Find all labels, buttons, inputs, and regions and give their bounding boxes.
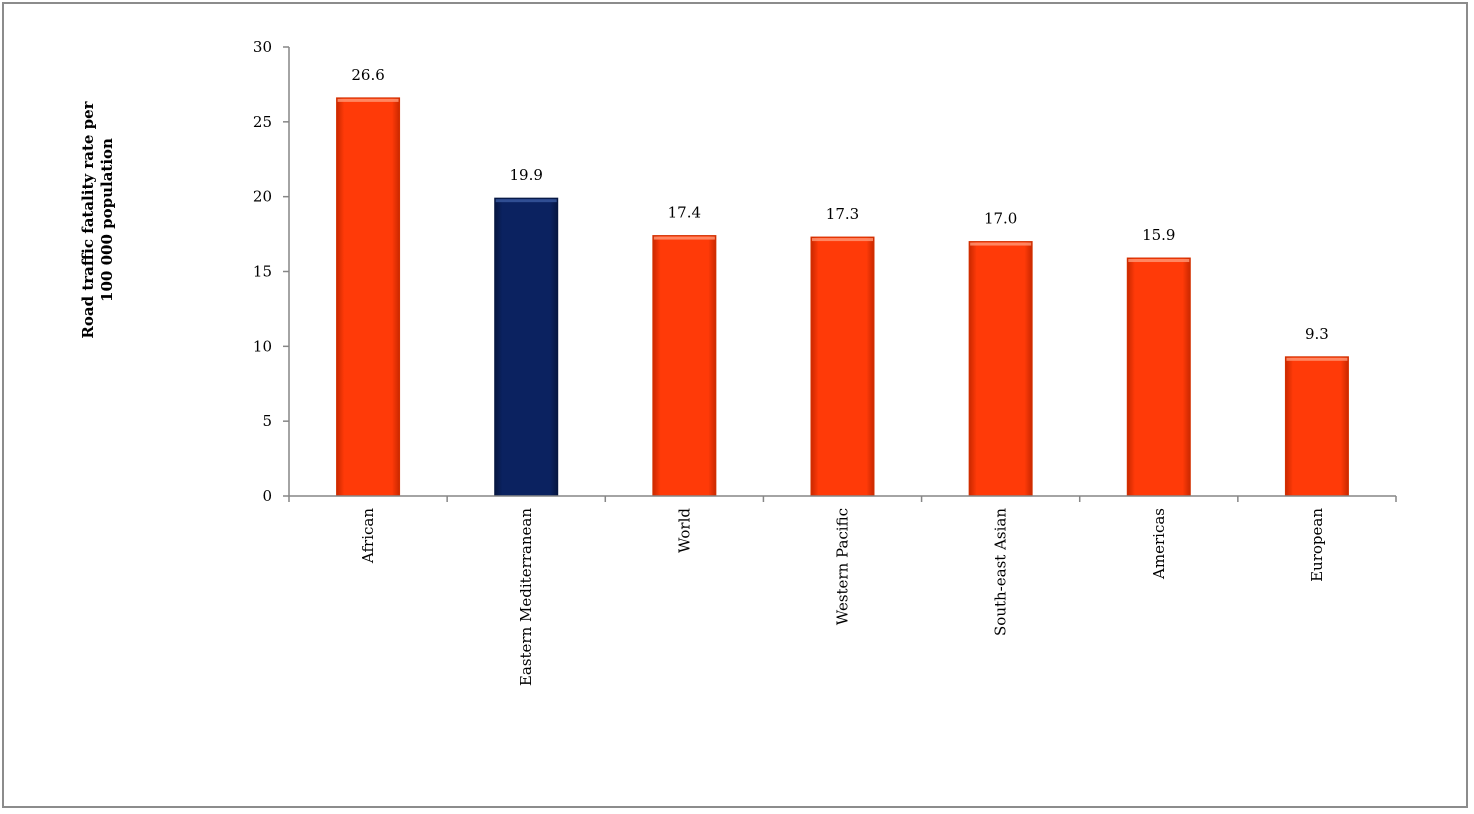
bar-highlight-edge xyxy=(337,98,399,102)
category-label: Americas xyxy=(1150,508,1168,580)
data-label: 26.6 xyxy=(351,66,384,84)
data-label: 17.4 xyxy=(668,204,701,222)
bar-eastern-mediterranean xyxy=(494,197,559,497)
category-label: Western Pacific xyxy=(834,508,852,625)
y-axis-title-line-2: 100 000 population xyxy=(98,138,116,302)
bars: 26.6 19.9 17.4 17.3 17.0 15.9 9.3 xyxy=(336,66,1349,497)
y-tick-label: 20 xyxy=(253,188,272,206)
bar-african xyxy=(336,97,401,497)
bar-european xyxy=(1284,356,1349,497)
y-axis: 0 5 10 15 20 25 30 xyxy=(253,38,290,505)
bar-highlight-edge xyxy=(495,199,557,203)
bar-americas xyxy=(1126,257,1191,497)
bar-highlight-edge xyxy=(1128,259,1190,263)
data-label: 17.3 xyxy=(826,205,859,223)
bar-highlight-edge xyxy=(970,242,1032,246)
y-tick-label: 5 xyxy=(262,412,272,430)
y-tick-label: 25 xyxy=(253,113,272,131)
y-tick-label: 0 xyxy=(262,487,272,505)
data-label: 19.9 xyxy=(510,166,543,184)
category-label: African xyxy=(359,508,377,564)
category-label: World xyxy=(675,508,693,553)
category-label: South-east Asian xyxy=(992,508,1010,636)
y-tick-label: 10 xyxy=(253,337,272,355)
bar-western-pacific xyxy=(810,236,875,497)
category-label: Eastern Mediterranean xyxy=(517,508,535,686)
x-axis: African Eastern Mediterranean World Western… xyxy=(288,495,1397,686)
bar-highlight-edge xyxy=(812,238,873,242)
y-tick-label: 30 xyxy=(253,38,272,56)
category-label: European xyxy=(1308,508,1326,582)
data-label: 15.9 xyxy=(1142,226,1175,244)
bar-south-east-asian xyxy=(968,241,1033,497)
data-label: 17.0 xyxy=(984,210,1017,228)
y-tick-label: 15 xyxy=(253,263,272,281)
bar-highlight-edge xyxy=(653,236,715,240)
y-axis-title-line-1: Road traffic fatality rate per xyxy=(79,100,97,338)
bar-world xyxy=(652,235,717,497)
bar-highlight-edge xyxy=(1286,357,1348,361)
data-label: 9.3 xyxy=(1305,325,1329,343)
y-axis-title: Road traffic fatality rate per 100 000 p… xyxy=(79,100,116,338)
